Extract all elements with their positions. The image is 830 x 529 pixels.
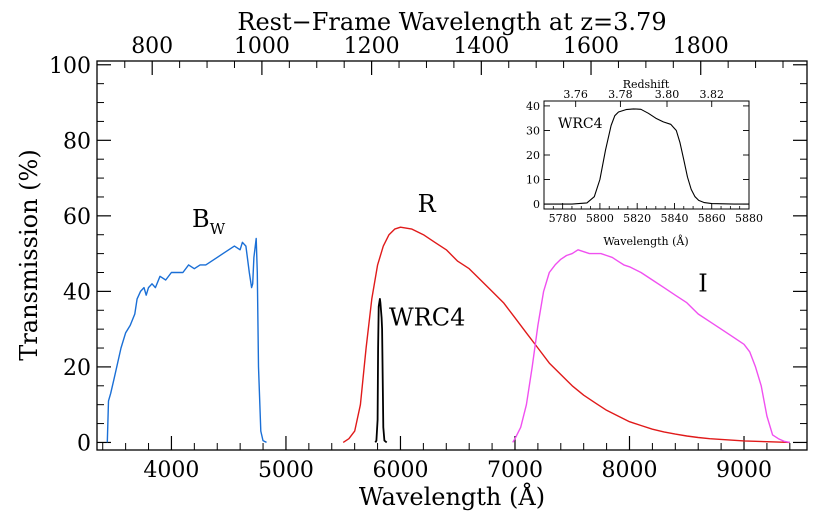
annotation-text: R [418, 190, 437, 218]
inset-y-tick-label: 10 [526, 174, 540, 187]
y-tick-label: 100 [49, 54, 91, 79]
series-line-b-w [106, 237, 267, 444]
y-tick-label: 60 [63, 205, 91, 230]
inset-chart: 5780 5800 5820 5840 5860 5880 0 10 20 30 40 3.76 3.7… [526, 78, 763, 248]
annotation-text: B [192, 205, 210, 233]
x-tick-label: 5000 [258, 458, 314, 483]
inset-annotation: WRC4 [558, 116, 603, 132]
inset-frame [543, 100, 750, 210]
top-tick-label: 1000 [234, 34, 290, 59]
series-line-wrc4 [374, 298, 388, 444]
inset-x-tick-label: 5860 [698, 212, 726, 225]
series-annotation: WRC4 [389, 303, 465, 331]
inset-series-line-wrc4 [544, 108, 749, 205]
series-annotation: BW [192, 205, 226, 238]
annotation-subscript: W [210, 220, 226, 238]
inset-x-tick-label: 5780 [549, 212, 577, 225]
x-tick-label: 4000 [143, 458, 199, 483]
top-tick-label: 800 [131, 34, 173, 59]
inset-top-tick-label: 3.82 [699, 88, 724, 101]
x-tick-label: 6000 [372, 458, 428, 483]
y-tick-label: 20 [63, 356, 91, 381]
series-annotation: R [418, 190, 437, 218]
inset-top-axis-title: Redshift [623, 78, 670, 91]
inset-y-tick-label: 40 [526, 100, 540, 113]
top-tick-label: 1400 [453, 34, 509, 59]
top-tick-label: 1600 [563, 34, 619, 59]
inset-y-tick-label: 20 [526, 149, 540, 162]
annotation-text: I [698, 269, 707, 297]
inset-top-tick-label: 3.76 [563, 88, 588, 101]
y-tick-label: 40 [63, 280, 91, 305]
series-line-i [512, 249, 790, 444]
y-axis-title: Transmission (%) [15, 149, 43, 360]
inset-x-tick-label: 5840 [660, 212, 688, 225]
inset-top-tick-label: 3.78 [608, 88, 633, 101]
top-axis-title: Rest−Frame Wavelength at z=3.79 [237, 8, 666, 36]
inset-y-tick-label: 30 [526, 124, 540, 137]
y-tick-label: 0 [77, 431, 91, 456]
plot-frame [96, 60, 808, 451]
inset-x-tick-label: 5820 [623, 212, 651, 225]
x-tick-label: 8000 [602, 458, 658, 483]
inset-x-tick-label: 5800 [586, 212, 614, 225]
x-axis-title: Wavelength (Å) [359, 482, 545, 511]
inset-x-axis-title: Wavelength (Å) [603, 234, 688, 248]
inset-x-tick-label: 5880 [735, 212, 763, 225]
annotation-text: WRC4 [389, 303, 465, 331]
top-tick-label: 1800 [673, 34, 729, 59]
series-annotation: I [698, 269, 707, 297]
series-line-r [342, 226, 790, 444]
x-tick-label: 9000 [716, 458, 772, 483]
top-tick-label: 1200 [344, 34, 400, 59]
inset-top-tick-label: 3.80 [655, 88, 680, 101]
x-tick-label: 7000 [487, 458, 543, 483]
y-tick-label: 80 [63, 129, 91, 154]
inset-y-tick-label: 0 [533, 198, 540, 211]
